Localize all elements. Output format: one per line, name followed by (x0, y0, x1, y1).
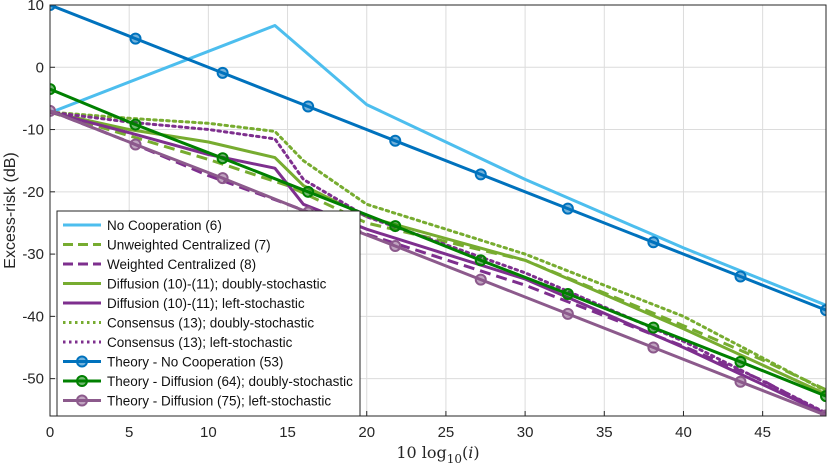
y-tick-label: -40 (22, 308, 44, 325)
x-tick-label: 25 (438, 424, 455, 441)
legend-label: Consensus (13); doubly-stochastic (107, 316, 314, 331)
series-line (50, 87, 826, 398)
data-point (647, 341, 660, 354)
legend-label: Consensus (13); left-stochastic (107, 335, 293, 350)
y-tick-label: 10 (27, 0, 44, 14)
series-layer (50, 5, 826, 416)
data-point (561, 202, 574, 215)
legend-label: No Cooperation (6) (107, 218, 222, 233)
legend-label: Unweighted Centralized (7) (107, 238, 271, 253)
plot-frame (49, 4, 827, 417)
data-point (647, 321, 660, 334)
tick-labels: 0 5 10 15 20 25 30 35 40 45 10 0 -10 -20 -30 -40 -50 (22, 0, 771, 441)
series-4 (50, 110, 826, 416)
data-point (647, 236, 660, 249)
series-line (50, 5, 826, 312)
data-point (50, 104, 56, 117)
series-8 (50, 83, 826, 403)
data-point (734, 355, 747, 368)
data-point (216, 66, 229, 79)
legend-marker (76, 355, 88, 368)
x-axis-label: 10 log10(i) (396, 443, 479, 463)
legend-label: Theory - No Cooperation (53) (107, 355, 283, 370)
data-point (820, 409, 826, 416)
x-tick-label: 35 (596, 424, 613, 441)
y-tick-label: -30 (22, 246, 44, 263)
series-line (50, 24, 826, 307)
y-tick-label: -50 (22, 371, 44, 388)
legend-box (56, 210, 361, 417)
data-point (474, 168, 487, 181)
data-point (302, 185, 315, 198)
data-point (561, 287, 574, 300)
series-line (50, 110, 826, 392)
y-tick-label: 0 (36, 59, 44, 76)
data-point (389, 239, 402, 252)
x-tick-label: 20 (358, 424, 375, 441)
y-tick-label: -10 (22, 122, 44, 139)
legend-label: Theory - Diffusion (64); doubly-stochast… (107, 374, 353, 389)
data-point (474, 273, 487, 286)
data-point (389, 134, 402, 147)
legend-label: Theory - Diffusion (75); left-stochastic (107, 394, 331, 409)
series-1 (50, 110, 826, 392)
data-point (129, 138, 142, 151)
data-point (129, 118, 142, 131)
data-point (129, 32, 142, 45)
x-tick-label: 45 (754, 424, 771, 441)
x-tick-label: 5 (125, 424, 133, 441)
data-point (389, 220, 402, 233)
legend-label: Diffusion (10)-(11); left-stochastic (107, 296, 305, 311)
data-point (820, 304, 826, 317)
x-tick-label: 10 (200, 424, 217, 441)
data-point (50, 5, 56, 11)
data-point (474, 254, 487, 267)
series-5 (50, 110, 826, 393)
y-tick-label: -20 (22, 184, 44, 201)
series-line (50, 109, 826, 416)
series-0 (50, 24, 826, 307)
data-point (216, 172, 229, 185)
x-tick-label: 30 (517, 424, 534, 441)
data-point (734, 270, 747, 283)
data-point (561, 307, 574, 320)
x-tick-label: 40 (675, 424, 692, 441)
series-9 (50, 104, 826, 416)
legend-label: Diffusion (10)-(11); doubly-stochastic (107, 277, 327, 292)
y-axis-label: Excess-risk (dB) (2, 152, 19, 268)
data-point (216, 152, 229, 165)
x-tick-label: 15 (279, 424, 296, 441)
series-line (50, 110, 826, 393)
legend-marker (76, 375, 88, 387)
data-point (734, 375, 747, 388)
data-point (50, 83, 56, 96)
legend: No Cooperation (6) Unweighted Centralized… (56, 210, 361, 417)
x-tick-label: 0 (46, 424, 54, 441)
data-point (820, 390, 826, 403)
data-point (302, 100, 315, 113)
series-7 (50, 5, 826, 317)
legend-label: Weighted Centralized (8) (107, 257, 256, 272)
legend-marker (76, 394, 88, 407)
series-line (50, 110, 826, 416)
